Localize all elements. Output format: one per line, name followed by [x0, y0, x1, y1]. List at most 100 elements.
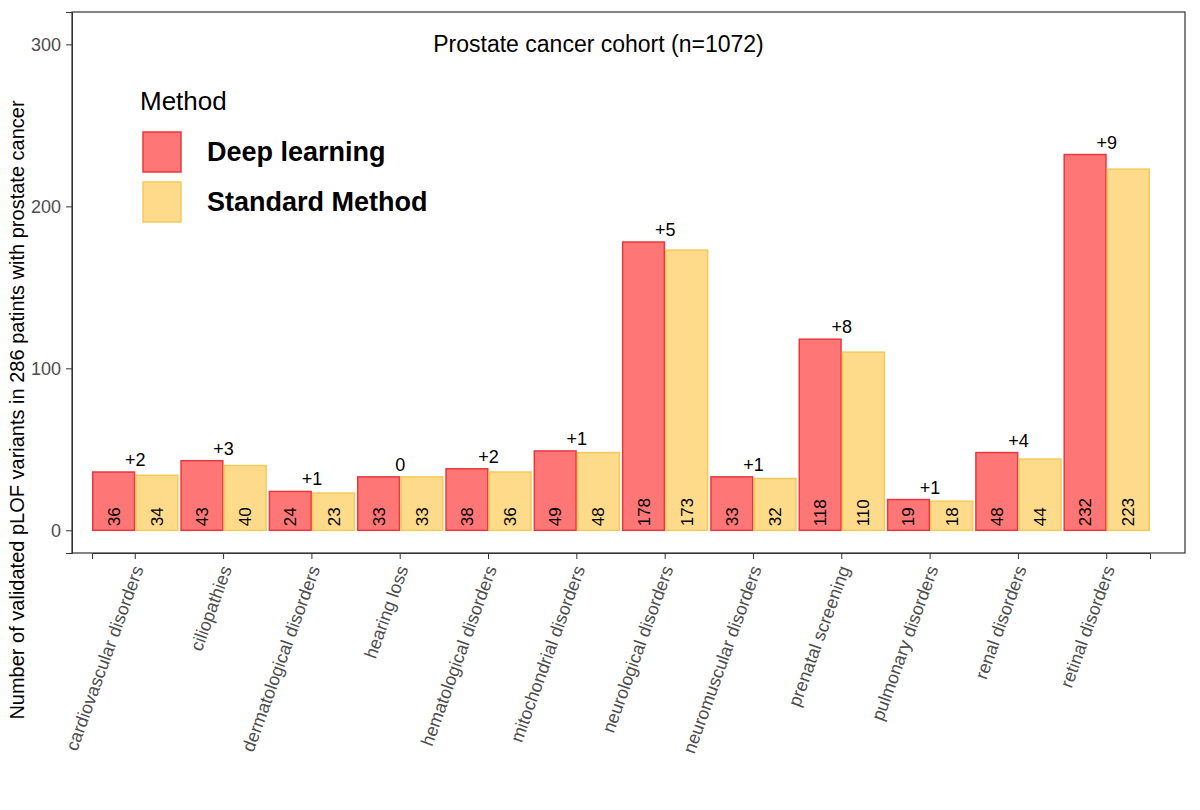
y-axis: 0100200300 [31, 13, 73, 554]
data-label: 19 [899, 507, 918, 526]
bar [1107, 169, 1149, 530]
y-tick-mark [66, 44, 72, 45]
bar [1019, 459, 1061, 530]
bar [446, 469, 488, 531]
bar [754, 478, 796, 530]
bar [799, 339, 841, 530]
x-tick-mark [930, 553, 931, 559]
x-tick: dermatological disorders [238, 553, 324, 754]
data-label: 24 [281, 507, 300, 526]
annotation: +3 [213, 439, 234, 459]
x-tick-label: ciliopathies [187, 563, 236, 654]
data-label: 48 [988, 507, 1007, 526]
bar [623, 242, 665, 530]
data-label: 49 [546, 507, 565, 526]
x-tick-label: prenatal screening [785, 563, 854, 709]
x-tick: pulmonary disorders [868, 553, 943, 723]
bars [93, 155, 1150, 531]
data-label: 110 [854, 499, 873, 526]
x-tick-label: renal disorders [971, 563, 1031, 682]
x-tick-mark [400, 553, 401, 559]
data-label: 33 [723, 507, 742, 526]
data-label: 34 [148, 507, 167, 526]
x-tick-mark [665, 553, 666, 559]
legend-title: Method [140, 86, 227, 116]
annotation: +1 [302, 469, 323, 489]
bar [1064, 155, 1106, 531]
x-tick-mark [311, 553, 312, 559]
x-tick: prenatal screening [785, 553, 854, 709]
data-label: 36 [105, 507, 124, 526]
data-label: 23 [325, 507, 344, 526]
bar [666, 250, 708, 530]
annotation: +8 [832, 317, 853, 337]
x-tick-mark [488, 553, 489, 559]
bar [888, 500, 930, 531]
y-tick-mark [66, 206, 72, 207]
x-tick-mark [753, 553, 754, 559]
x-tick-label: pulmonary disorders [868, 563, 943, 723]
data-label: 232 [1076, 498, 1095, 526]
data-label: 44 [1031, 507, 1050, 526]
annotation: +1 [920, 478, 941, 498]
data-label: 36 [501, 507, 520, 526]
data-label: 43 [193, 507, 212, 526]
data-label: 32 [766, 507, 785, 526]
legend-key [143, 132, 181, 172]
annotation: +2 [125, 450, 146, 470]
data-label: 48 [589, 507, 608, 526]
annotation: +1 [567, 429, 588, 449]
x-tick: cardiovascular disorders [62, 553, 148, 753]
legend-label: Deep learning [207, 137, 386, 167]
y-tick-mark [66, 530, 72, 531]
annotations: +2+3+10+2+1+5+1+8+1+4+9 [125, 133, 1117, 498]
bar [358, 477, 400, 530]
x-tick-label: hearing loss [360, 563, 412, 661]
bar [711, 477, 753, 530]
x-tick-label: dermatological disorders [238, 563, 324, 754]
x-tick-mark [223, 553, 224, 559]
annotation: +2 [478, 447, 499, 467]
data-label: 33 [413, 507, 432, 526]
x-tick: renal disorders [971, 553, 1031, 682]
chart-title: Prostate cancer cohort (n=1072) [433, 31, 764, 57]
x-tick-mark [576, 553, 577, 559]
legend: Method Deep learning Standard Method [140, 86, 428, 222]
y-tick-label: 100 [31, 359, 61, 379]
bar [224, 466, 266, 531]
x-tick: neurological disorders [598, 553, 677, 735]
x-tick-mark [841, 553, 842, 559]
x-tick-label: neuromuscular disorders [679, 563, 766, 756]
x-tick: hearing loss [360, 553, 412, 661]
y-tick-mark [66, 368, 72, 369]
bar [534, 451, 576, 530]
x-tick: hematological disorders [417, 553, 501, 749]
x-tick-mark [1106, 553, 1107, 559]
x-tick-label: cardiovascular disorders [62, 563, 148, 753]
data-label: 40 [236, 507, 255, 526]
y-tick-label: 300 [31, 35, 61, 55]
bar [843, 352, 885, 530]
annotation: 0 [395, 455, 405, 475]
data-label: 118 [811, 499, 830, 526]
bar [269, 491, 311, 530]
x-tick: mitochondrial disorders [507, 553, 589, 745]
bar [93, 472, 135, 530]
x-tick-label: mitochondrial disorders [507, 563, 589, 745]
bar [181, 461, 223, 531]
y-axis-title: Number of validated pLOF variants in 286… [6, 100, 28, 720]
data-label: 38 [458, 507, 477, 526]
bar [489, 472, 531, 530]
data-label: 173 [678, 498, 697, 526]
legend-label: Standard Method [207, 187, 428, 217]
bar [401, 477, 443, 530]
y-axis-line [66, 13, 73, 554]
annotation: +9 [1096, 133, 1117, 153]
bar [931, 501, 973, 530]
x-axis-line [93, 554, 1151, 560]
y-tick: 100 [31, 359, 72, 379]
x-tick-label: hematological disorders [417, 563, 501, 748]
annotation: +1 [743, 455, 764, 475]
bar [578, 453, 620, 531]
x-tick-mark [1018, 553, 1019, 559]
